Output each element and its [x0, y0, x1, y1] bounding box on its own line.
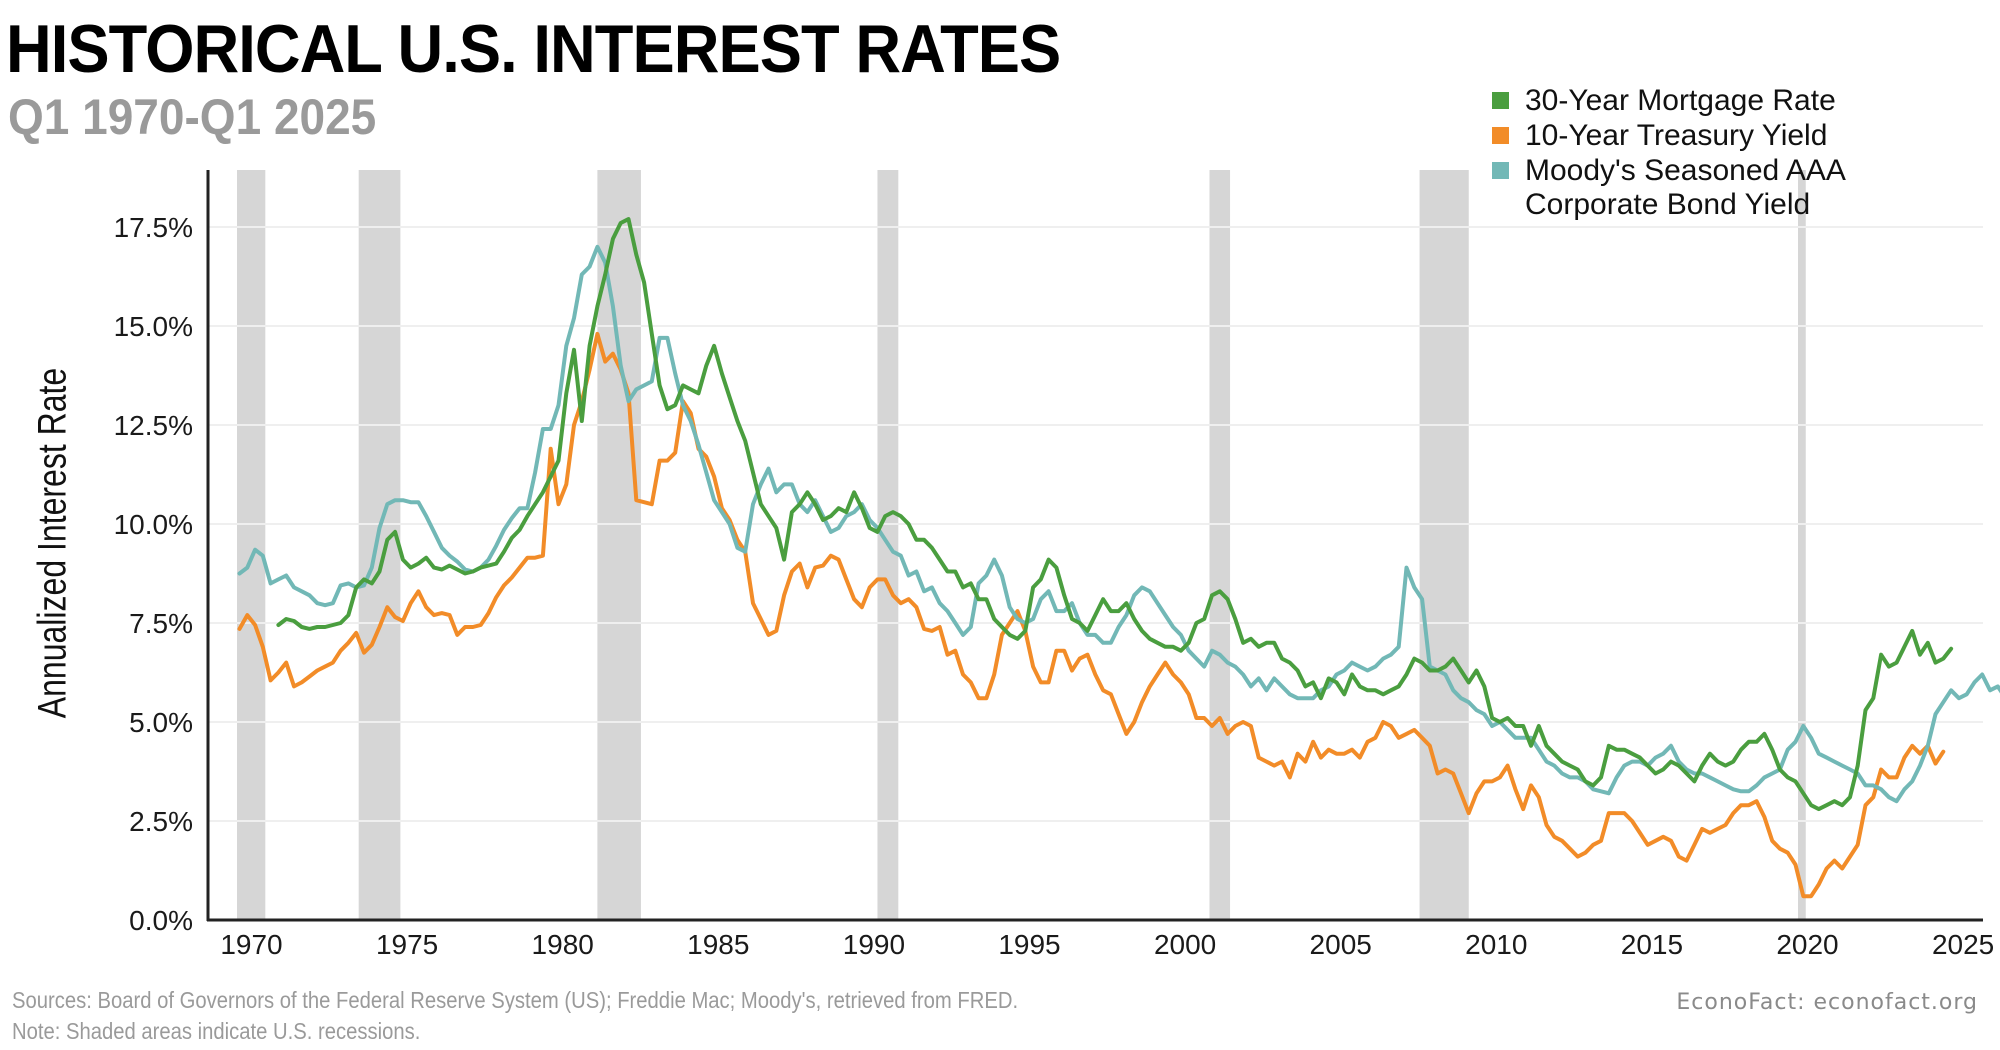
- credit-text: EconoFact: econofact.org: [1676, 990, 1978, 1015]
- recession-bands: [237, 170, 1806, 920]
- recession-band: [358, 170, 401, 920]
- recession-band: [1797, 170, 1806, 920]
- x-tick-label: 1990: [843, 929, 905, 960]
- axes: [206, 170, 1983, 922]
- legend-item-treasury: 10-Year Treasury Yield: [1492, 119, 1846, 154]
- x-tick-label: 1995: [998, 929, 1060, 960]
- y-tick-label: 10.0%: [114, 509, 193, 540]
- legend-item-moodys: Moody's Seasoned AAA Corporate Bond Yiel…: [1492, 154, 1846, 221]
- note-text: Note: Shaded areas indicate U.S. recessi…: [12, 1018, 421, 1044]
- y-tick-label: 17.5%: [114, 212, 193, 243]
- legend-swatch-mortgage: [1492, 92, 1509, 109]
- recession-band: [1209, 170, 1231, 920]
- x-tick-label: 2015: [1621, 929, 1683, 960]
- legend-swatch-treasury: [1492, 127, 1509, 144]
- recession-band: [237, 170, 266, 920]
- chart-subtitle: Q1 1970-Q1 2025: [8, 89, 377, 145]
- y-axis-label: Annualized Interest Rate: [30, 367, 75, 719]
- legend-label-moodys: Moody's Seasoned AAA Corporate Bond Yiel…: [1525, 154, 1846, 221]
- x-tick-label: 2020: [1776, 929, 1838, 960]
- recession-band: [597, 170, 641, 920]
- recession-band: [1419, 170, 1469, 920]
- series-line-moodys: [237, 244, 2000, 804]
- legend-item-mortgage: 30-Year Mortgage Rate: [1492, 84, 1846, 119]
- series-lines: [237, 217, 2000, 899]
- x-tick-label: 1970: [220, 929, 282, 960]
- x-tick-label: 1985: [687, 929, 749, 960]
- series-line-mortgage: [276, 217, 1954, 812]
- legend-swatch-moodys: [1492, 162, 1509, 179]
- y-tick-labels: 0.0% 2.5% 5.0% 7.5% 10.0% 12.5% 15.0% 17.5%: [114, 212, 193, 936]
- y-tick-label: 12.5%: [114, 410, 193, 441]
- x-tick-labels: 1970 1975 1980 1985 1990 1995 2000 2005 2010 2015…: [220, 929, 1994, 960]
- x-tick-label: 2005: [1310, 929, 1372, 960]
- y-tick-label: 2.5%: [129, 806, 193, 837]
- legend-label-treasury: 10-Year Treasury Yield: [1525, 119, 1828, 152]
- x-tick-label: 2025: [1932, 929, 1994, 960]
- series-line-treasury: [237, 331, 1946, 899]
- footnote: Sources: Board of Governors of the Feder…: [12, 985, 1018, 1047]
- y-tick-label: 7.5%: [129, 608, 193, 639]
- legend: 30-Year Mortgage Rate 10-Year Treasury Y…: [1492, 84, 1846, 221]
- y-tick-label: 15.0%: [114, 311, 193, 342]
- x-tick-label: 1975: [376, 929, 438, 960]
- gridlines: [208, 226, 1983, 822]
- sources-text: Sources: Board of Governors of the Feder…: [12, 987, 1019, 1013]
- chart-title: HISTORICAL U.S. INTEREST RATES: [6, 11, 1061, 87]
- y-tick-label: 0.0%: [129, 905, 193, 936]
- x-tick-label: 1980: [532, 929, 594, 960]
- y-tick-label: 5.0%: [129, 707, 193, 738]
- x-tick-label: 2000: [1154, 929, 1216, 960]
- legend-label-mortgage: 30-Year Mortgage Rate: [1525, 84, 1836, 117]
- x-tick-label: 2010: [1465, 929, 1527, 960]
